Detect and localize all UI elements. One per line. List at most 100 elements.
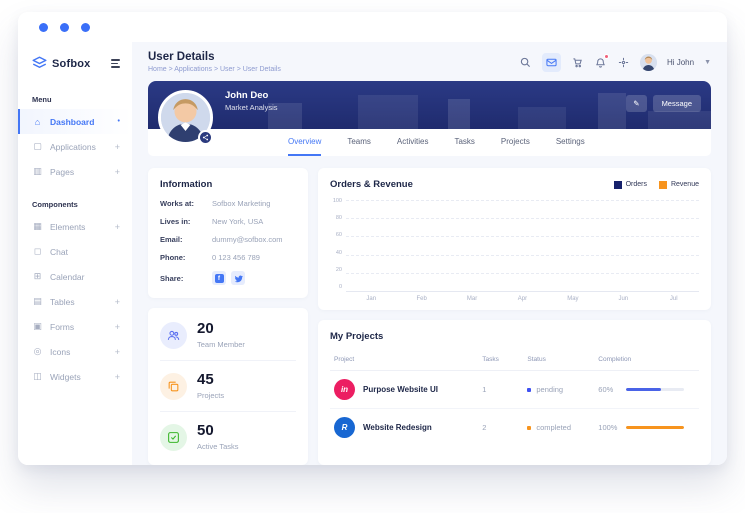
profile-tabs: Overview Teams Activities Tasks Projects Sett… — [148, 129, 711, 156]
project-cell: R Website Redesign — [334, 417, 482, 438]
y-tick-label: 60 — [335, 232, 342, 239]
progress-track — [626, 426, 685, 429]
sidebar-item-pages[interactable]: ▥ Pages + — [18, 159, 132, 184]
chart-y-axis: 100 80 60 40 20 0 — [330, 198, 346, 290]
stat-label: Active Tasks — [197, 442, 239, 451]
tab-projects[interactable]: Projects — [500, 137, 530, 146]
project-row[interactable]: in Purpose Website UI 1 pending 60% — [330, 371, 699, 409]
projects-header-row: Project Tasks Status Completion — [330, 346, 699, 371]
edit-profile-button[interactable]: ✎ — [626, 95, 647, 112]
legend-orders: Orders — [613, 180, 647, 189]
x-tick-label: Jan — [366, 296, 377, 302]
sofbox-logo-icon — [32, 56, 47, 71]
clipboard-icon: ▢ — [33, 141, 42, 151]
tab-settings[interactable]: Settings — [555, 137, 585, 146]
share-icon[interactable] — [198, 130, 213, 145]
user-greeting[interactable]: Hi John — [666, 57, 695, 67]
information-title: Information — [160, 179, 213, 190]
stat-active-tasks: 50 Active Tasks — [160, 412, 296, 462]
column-header: Tasks — [482, 356, 499, 363]
project-tasks: 2 — [482, 423, 487, 432]
widget-icon: ◫ — [33, 371, 42, 381]
expand-plus-icon[interactable]: + — [114, 321, 120, 332]
project-tasks: 1 — [482, 385, 487, 394]
chat-icon: ◻ — [33, 246, 42, 256]
y-tick-label: 20 — [335, 266, 342, 273]
info-value: New York, USA — [212, 217, 264, 226]
stat-value: 45 — [197, 371, 214, 388]
expand-plus-icon[interactable]: + — [114, 371, 120, 382]
info-label: Works at: — [160, 199, 195, 208]
sidebar-item-label: Tables — [50, 296, 75, 307]
project-completion: 60% — [598, 385, 695, 394]
window-dot[interactable] — [39, 22, 48, 32]
sidebar-item-chat[interactable]: ◻ Chat — [18, 239, 132, 264]
twitter-icon[interactable] — [231, 271, 245, 285]
status-dot — [527, 425, 532, 430]
sidebar-item-forms[interactable]: ▣ Forms + — [18, 314, 132, 339]
tab-overview[interactable]: Overview — [288, 129, 322, 156]
project-name: Purpose Website UI — [363, 385, 438, 394]
fullscreen-icon[interactable] — [617, 56, 630, 69]
active-dot-icon: • — [117, 118, 120, 125]
table-icon: ▤ — [33, 296, 42, 306]
chart-x-axis: Jan Feb Mar Apr May Jun Jul — [346, 296, 699, 302]
stat-team-member: 20 Team Member — [160, 310, 296, 361]
tab-tasks[interactable]: Tasks — [454, 137, 475, 146]
chevron-down-icon[interactable]: ▼ — [704, 58, 711, 66]
breadcrumb[interactable]: Home > Applications > User > User Detail… — [148, 66, 281, 73]
my-projects-card: My Projects Project Tasks Status Completion… — [318, 320, 711, 465]
sidebar-item-dashboard[interactable]: ⌂ Dashboard • — [18, 109, 132, 134]
sidebar-item-tables[interactable]: ▤ Tables + — [18, 289, 132, 314]
orders-revenue-chart-card: Orders & Revenue Orders Revenue 100 80 60 40… — [318, 168, 711, 310]
sidebar-toggle-icon[interactable] — [111, 59, 120, 68]
search-icon[interactable] — [519, 56, 532, 69]
message-button[interactable]: Message — [652, 95, 701, 112]
sidebar-item-applications[interactable]: ▢ Applications + — [18, 134, 132, 159]
stat-text: 20 Team Member — [197, 321, 245, 349]
facebook-icon[interactable]: f — [212, 271, 226, 285]
sidebar-item-widgets[interactable]: ◫ Widgets + — [18, 364, 132, 389]
stat-value: 20 — [197, 320, 214, 337]
tab-activities[interactable]: Activities — [396, 137, 429, 146]
legend-swatch — [613, 180, 622, 189]
window-dot[interactable] — [81, 22, 90, 32]
gridline — [346, 236, 699, 238]
information-card: Information Works at: Sofbox Marketing Liv… — [148, 168, 308, 298]
sidebar-item-label: Widgets — [50, 371, 81, 382]
info-label: Phone: — [160, 253, 186, 262]
window-dot[interactable] — [60, 22, 69, 32]
notifications-bell-icon[interactable] — [594, 53, 609, 69]
user-avatar[interactable] — [639, 53, 657, 71]
column-header: Project — [334, 356, 355, 363]
menu-section-label: Menu — [32, 95, 52, 104]
column-header: Status — [527, 356, 546, 363]
progress-fill — [626, 426, 685, 429]
app-window: Sofbox Menu ⌂ Dashboard • ▢ Applications + ▥ Pa… — [18, 12, 727, 465]
tab-teams[interactable]: Teams — [347, 137, 371, 146]
mail-icon[interactable] — [541, 52, 561, 72]
sidebar-item-label: Forms — [50, 321, 75, 332]
x-tick-label: Apr — [517, 296, 528, 302]
expand-plus-icon[interactable]: + — [114, 296, 120, 307]
projects-title: My Projects — [330, 331, 384, 342]
expand-plus-icon[interactable]: + — [114, 141, 120, 152]
expand-plus-icon[interactable]: + — [114, 346, 120, 357]
sidebar-item-label: Dashboard — [50, 116, 95, 127]
sidebar-item-calendar[interactable]: ⊞ Calendar — [18, 264, 132, 289]
expand-plus-icon[interactable]: + — [114, 221, 120, 232]
x-tick-label: May — [567, 296, 579, 302]
x-tick-label: Feb — [416, 296, 427, 302]
check-square-icon — [160, 423, 187, 451]
expand-plus-icon[interactable]: + — [114, 166, 120, 177]
sidebar-item-elements[interactable]: ▦ Elements + — [18, 214, 132, 239]
grid-icon: ▦ — [33, 221, 42, 231]
cart-icon[interactable] — [571, 56, 584, 69]
project-row[interactable]: R Website Redesign 2 completed 100% — [330, 409, 699, 446]
stat-text: 50 Active Tasks — [197, 423, 239, 451]
project-completion: 100% — [598, 423, 695, 432]
chart-legend: Orders Revenue — [613, 180, 699, 189]
completion-percent: 100% — [598, 423, 618, 432]
sidebar-item-icons[interactable]: ◎ Icons + — [18, 339, 132, 364]
bar-groups — [346, 200, 699, 291]
